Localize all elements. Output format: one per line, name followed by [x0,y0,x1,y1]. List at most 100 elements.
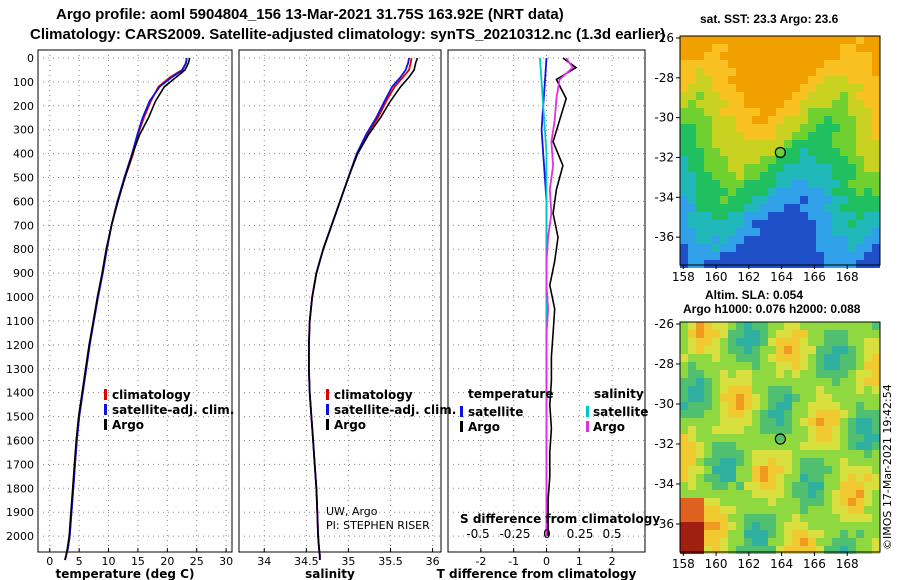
sla-map-cell [680,514,688,522]
sst-map-cell [768,164,776,172]
sst-map-cell [848,212,856,220]
legend-swatch-temp [460,406,463,417]
sla-map-cell [848,434,856,442]
sla-map-cell [800,386,808,394]
sst-map-cell [832,116,840,124]
sla-map-cell [784,442,792,450]
sst-map-cell [712,204,720,212]
sst-map-cell [816,204,824,212]
sla-map-cell [784,338,792,346]
y-tick-label: 1400 [6,387,34,400]
sst-map-cell [832,252,840,260]
sst-map-cell [760,180,768,188]
sla-map-cell [776,546,784,554]
sla-map-cell [776,442,784,450]
sla-map-cell [864,474,872,482]
sla-map-cell [792,354,800,362]
legend-label-temp: satellite [468,405,523,419]
sla-map-cell [872,370,880,378]
sla-map-cell [712,498,720,506]
sst-map-cell [712,44,720,52]
sst-lon-label: 160 [705,270,728,284]
sla-map-cell [712,362,720,370]
sla-map-cell [824,330,832,338]
sla-map-cell [872,530,880,538]
sla-map-cell [824,450,832,458]
sst-map-cell [688,52,696,60]
sla-map-cell [688,442,696,450]
sla-map-cell [752,538,760,546]
sst-map-cell [696,180,704,188]
sla-map-cell [712,514,720,522]
sst-map-cell [712,68,720,76]
sst-map-cell [720,252,728,260]
sst-map-cell [864,84,872,92]
sst-map-cell [688,252,696,260]
sst-map-cell [840,236,848,244]
sec-tick-label: -0.25 [499,527,530,541]
sst-map-cell [864,172,872,180]
sst-map-cell [808,260,816,268]
sla-map-cell [768,426,776,434]
sla-map-cell [712,346,720,354]
sla-map-cell [784,362,792,370]
sst-map-cell [816,180,824,188]
sla-map-cell [712,330,720,338]
sst-lon-label: 162 [737,270,760,284]
sla-map-cell [824,322,832,330]
sst-map-cell [768,172,776,180]
sla-map-cell [752,322,760,330]
sla-map-cell [840,346,848,354]
sst-map-cell [872,60,880,68]
sst-map-cell [720,140,728,148]
sst-map-cell [800,132,808,140]
sla-map-cell [728,514,736,522]
sst-map-cell [736,212,744,220]
sst-map-cell [728,76,736,84]
sla-map-cell [808,426,816,434]
sst-map-cell [776,172,784,180]
sst-map-cell [720,156,728,164]
sst-map-cell [848,204,856,212]
sla-map-cell [832,402,840,410]
sst-map-cell [872,148,880,156]
sst-map-cell [856,180,864,188]
sst-map-cell [680,212,688,220]
sst-map-cell [784,108,792,116]
sst-map-cell [768,196,776,204]
sla-map-cell [832,514,840,522]
panel-frame-0 [37,49,233,553]
sst-map-cell [728,252,736,260]
sst-map-cell [744,60,752,68]
sst-map-cell [856,116,864,124]
sla-map-cell [680,498,688,506]
sst-map-cell [800,108,808,116]
sla-map-cell [816,362,824,370]
sst-map-cell [696,172,704,180]
sla-map-cell [696,426,704,434]
sla-map-cell [872,450,880,458]
sla-lon-label: 162 [737,557,760,571]
sst-map-cell [680,36,688,44]
sst-map-cell [720,188,728,196]
sst-map-cell [824,132,832,140]
sst-map-cell [688,212,696,220]
sla-map-cell [864,482,872,490]
sst-map-cell [760,204,768,212]
sla-map-cell [824,506,832,514]
sla-map-cell [768,338,776,346]
sst-map-cell [688,68,696,76]
x-tick-label: 25 [190,555,204,568]
sla-map-cell [848,330,856,338]
sla-map-cell [848,450,856,458]
sst-map-cell [704,220,712,228]
sla-map-cell [808,442,816,450]
sst-map-cell [808,252,816,260]
sst-map-cell [840,220,848,228]
sla-map-cell [864,362,872,370]
sla-map-cell [680,538,688,546]
sst-map-cell [696,60,704,68]
sla-map-cell [872,442,880,450]
sst-map-cell [688,100,696,108]
sst-map-cell [760,44,768,52]
